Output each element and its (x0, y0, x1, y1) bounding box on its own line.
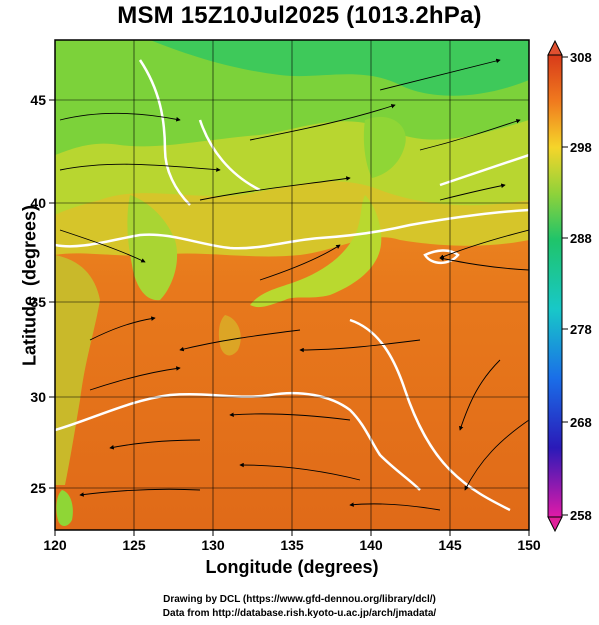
isotherm-lines (55, 59, 529, 512)
lon-tick-labels: 120 125 130 135 140 145 150 (43, 537, 541, 553)
lon-tick-label: 120 (43, 537, 67, 553)
colorbar-label: 308 (570, 50, 592, 65)
lon-tick-label: 135 (280, 537, 304, 553)
colorbar-min-arrow (547, 516, 563, 533)
graticule (55, 40, 529, 530)
lat-tick-label: 40 (30, 195, 46, 211)
axis-ticks (49, 99, 530, 536)
lon-tick-label: 150 (517, 537, 541, 553)
credit-drawing: Drawing by DCL (https://www.gfd-dennou.o… (163, 594, 436, 605)
colorbar-label: 268 (570, 415, 592, 430)
credit-data: Data from http://database.rish.kyoto-u.a… (162, 608, 437, 619)
lat-tick-label: 25 (30, 480, 46, 496)
colorbar-scale (547, 54, 563, 518)
lon-tick-label: 140 (359, 537, 383, 553)
y-axis-label: Latitude (degrees) (19, 204, 40, 367)
lon-tick-label: 130 (201, 537, 225, 553)
colorbar-label: 258 (570, 508, 592, 523)
colorbar-max-arrow (547, 39, 563, 56)
colorbar-label: 278 (570, 322, 592, 337)
colorbar-label: 288 (570, 231, 592, 246)
colorbar-label: 298 (570, 140, 592, 155)
lat-tick-label: 35 (30, 294, 46, 310)
lon-tick-label: 125 (122, 537, 146, 553)
x-axis-label: Longitude (degrees) (205, 557, 379, 577)
lat-tick-label: 45 (30, 92, 46, 108)
wind-streamlines (59, 58, 529, 511)
lon-tick-label: 145 (438, 537, 462, 553)
lat-tick-label: 30 (30, 389, 46, 405)
map-title: MSM 15Z10Jul2025 (1013.2hPa) (117, 2, 482, 29)
lat-tick-labels: 25 30 35 40 45 (30, 92, 46, 496)
colorbar: 308 298 288 278 268 258 (547, 39, 592, 533)
